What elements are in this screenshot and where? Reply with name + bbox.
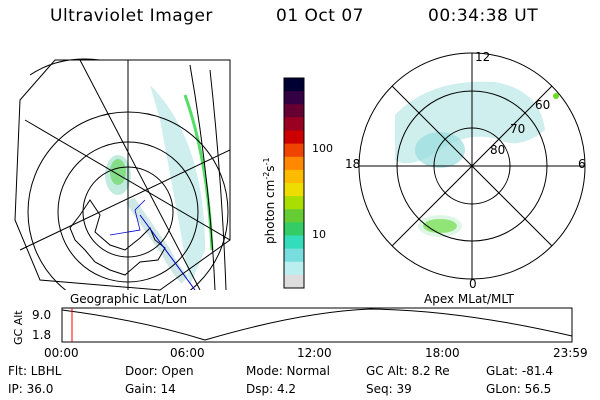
colorbar-swatch <box>284 169 304 184</box>
info-ip: IP: 36.0 <box>8 382 54 396</box>
timeline-ylabel: GC Alt <box>12 310 25 345</box>
left-map-caption: Geographic Lat/Lon <box>70 292 188 306</box>
colorbar-swatch <box>284 130 304 145</box>
lat-label-60: 60 <box>535 98 551 112</box>
mlt-label-0: 0 <box>469 277 477 291</box>
info-mode: Mode: Normal <box>246 364 330 378</box>
colorbar-swatch <box>284 196 304 210</box>
timeline-xtick-0600: 06:00 <box>170 346 205 360</box>
timeline-xtick-0000: 00:00 <box>44 346 79 360</box>
info-glon: GLon: 56.5 <box>486 382 552 396</box>
info-glat: GLat: -81.4 <box>486 364 553 378</box>
timeline-xtick-1200: 12:00 <box>297 346 332 360</box>
instrument-title: Ultraviolet Imager <box>50 6 213 26</box>
info-gain: Gain: 14 <box>125 382 176 396</box>
colorbar <box>283 77 305 289</box>
colorbar-swatch <box>284 143 304 158</box>
colorbar-swatch <box>284 156 304 171</box>
timeline-xtick-2359: 23:59 <box>553 346 588 360</box>
colorbar-swatch <box>284 183 304 197</box>
colorbar-swatch <box>284 261 304 276</box>
timeline-xtick-1800: 18:00 <box>425 346 460 360</box>
colorbar-swatch <box>284 209 304 223</box>
colorbar-swatch <box>284 274 304 289</box>
time-label: 00:34:38 UT <box>428 6 539 26</box>
colorbar-tick-10: 10 <box>312 228 326 241</box>
info-filter: Flt: LBHL <box>8 364 62 378</box>
colorbar-swatch <box>284 78 304 92</box>
info-dsp: Dsp: 4.2 <box>246 382 297 396</box>
mlt-label-18: 18 <box>345 157 361 171</box>
timeline-ytick-low: 1.8 <box>32 328 52 342</box>
mlt-label-6: 6 <box>578 157 586 171</box>
colorbar-swatch <box>284 91 304 105</box>
right-map-caption: Apex MLat/MLT <box>424 292 514 306</box>
info-seq: Seq: 39 <box>366 382 412 396</box>
colorbar-swatch <box>284 248 304 263</box>
lat-label-70: 70 <box>510 122 526 136</box>
colorbar-swatch <box>284 117 304 131</box>
altitude-curve <box>61 308 573 341</box>
timeline-ytick-high: 9.0 <box>32 308 52 322</box>
info-gc-alt: GC Alt: 8.2 Re <box>366 364 450 378</box>
colorbar-tick-100: 100 <box>312 142 333 155</box>
lat-label-80: 80 <box>490 143 506 157</box>
mlt-label-12: 12 <box>475 50 491 64</box>
colorbar-swatch <box>284 235 304 250</box>
coastline <box>69 199 166 276</box>
colorbar-swatch <box>284 104 304 118</box>
aurora-swath <box>150 85 205 285</box>
date-label: 01 Oct 07 <box>276 6 364 26</box>
info-door: Door: Open <box>125 364 194 378</box>
colorbar-swatch <box>284 222 304 236</box>
